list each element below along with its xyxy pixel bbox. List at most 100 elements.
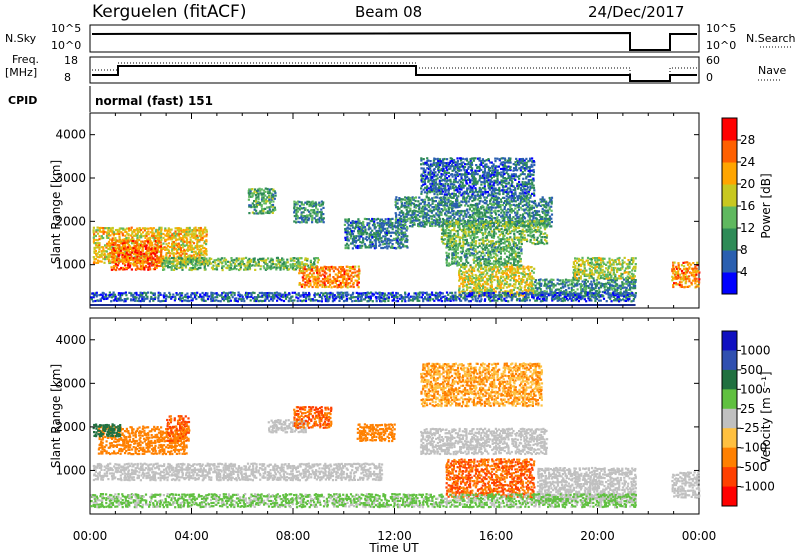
data-cell: [410, 216, 413, 219]
data-cell: [316, 277, 319, 280]
data-cell: [518, 260, 521, 263]
data-cell: [516, 262, 519, 265]
data-cell: [172, 262, 175, 266]
data-cell: [196, 248, 199, 251]
data-cell: [513, 175, 516, 178]
data-cell: [496, 157, 499, 160]
data-cell: [444, 212, 447, 215]
data-cell: [366, 246, 369, 249]
data-cell: [491, 248, 494, 252]
data-cell: [452, 262, 455, 265]
data-cell: [178, 238, 181, 241]
data-cell: [420, 190, 423, 193]
data-cell: [519, 200, 522, 203]
data-cell: [320, 200, 323, 203]
data-cell: [92, 226, 95, 229]
data-cell: [154, 230, 157, 233]
data-cell: [447, 254, 450, 257]
data-cell: [423, 220, 426, 223]
data-cell: [395, 225, 398, 228]
data-cell: [521, 185, 525, 188]
data-cell: [180, 240, 183, 243]
data-cell: [178, 254, 181, 257]
data-cell: [153, 238, 156, 241]
data-cell: [456, 157, 459, 160]
data-cell: [519, 197, 522, 200]
data-cell: [538, 242, 541, 245]
data-cell: [470, 196, 473, 199]
data-cell: [508, 202, 511, 205]
data-cell: [531, 220, 534, 223]
data-cell: [528, 188, 531, 192]
data-cell: [454, 194, 457, 197]
data-cell: [508, 187, 511, 190]
data-cell: [459, 242, 462, 245]
data-cell: [458, 285, 461, 288]
data-cell: [523, 216, 526, 219]
data-cell: [471, 171, 474, 174]
data-cell: [295, 211, 298, 214]
data-cell: [447, 217, 450, 220]
data-cell: [93, 234, 96, 237]
data-cell: [405, 197, 409, 200]
data-cell: [179, 246, 182, 250]
data-cell: [272, 188, 275, 191]
data-cell: [533, 209, 536, 213]
data-cell: [514, 193, 517, 196]
data-cell: [160, 260, 163, 263]
data-cell: [469, 203, 472, 206]
data-cell: [462, 227, 465, 230]
data-cell: [351, 224, 354, 227]
data-cell: [188, 241, 191, 244]
data-cell: [341, 285, 344, 288]
data-cell: [135, 260, 138, 264]
data-cell: [118, 232, 121, 235]
data-cell: [114, 237, 117, 240]
data-cell: [264, 194, 267, 197]
data-cell: [134, 255, 137, 258]
data-cell: [443, 202, 447, 205]
data-cell: [295, 217, 298, 220]
data-cell: [478, 262, 481, 265]
data-cell: [174, 266, 177, 269]
data-cell: [164, 264, 167, 268]
data-cell: [116, 264, 119, 267]
cpid-label: CPID: [8, 94, 37, 107]
data-cell: [309, 259, 312, 262]
data-cell: [423, 178, 426, 182]
data-cell: [461, 219, 464, 222]
data-cell: [477, 277, 480, 280]
data-cell: [125, 236, 128, 240]
data-cell: [530, 236, 533, 239]
data-cell: [485, 163, 488, 166]
data-cell: [224, 258, 228, 261]
data-cell: [422, 158, 425, 161]
data-cell: [194, 264, 197, 267]
data-cell: [255, 196, 258, 199]
data-cell: [305, 274, 308, 277]
data-cell: [347, 244, 350, 247]
data-cell: [189, 236, 192, 239]
data-cell: [322, 206, 325, 209]
data-cell: [509, 248, 512, 251]
data-cell: [474, 285, 477, 288]
data-cell: [156, 257, 159, 260]
data-cell: [468, 273, 471, 276]
data-cell: [342, 268, 346, 271]
data-cell: [300, 257, 303, 260]
data-cell: [472, 185, 475, 188]
data-cell: [436, 193, 439, 196]
data-cell: [313, 257, 316, 260]
data-cell: [357, 273, 360, 276]
data-cell: [360, 241, 363, 244]
data-cell: [298, 269, 301, 272]
data-cell: [441, 220, 444, 223]
data-cell: [192, 242, 196, 245]
data-cell: [181, 231, 184, 234]
data-cell: [460, 213, 463, 216]
data-cell: [490, 180, 494, 183]
data-cell: [447, 191, 450, 194]
data-cell: [386, 237, 389, 240]
data-cell: [134, 257, 137, 260]
data-cell: [502, 186, 505, 189]
